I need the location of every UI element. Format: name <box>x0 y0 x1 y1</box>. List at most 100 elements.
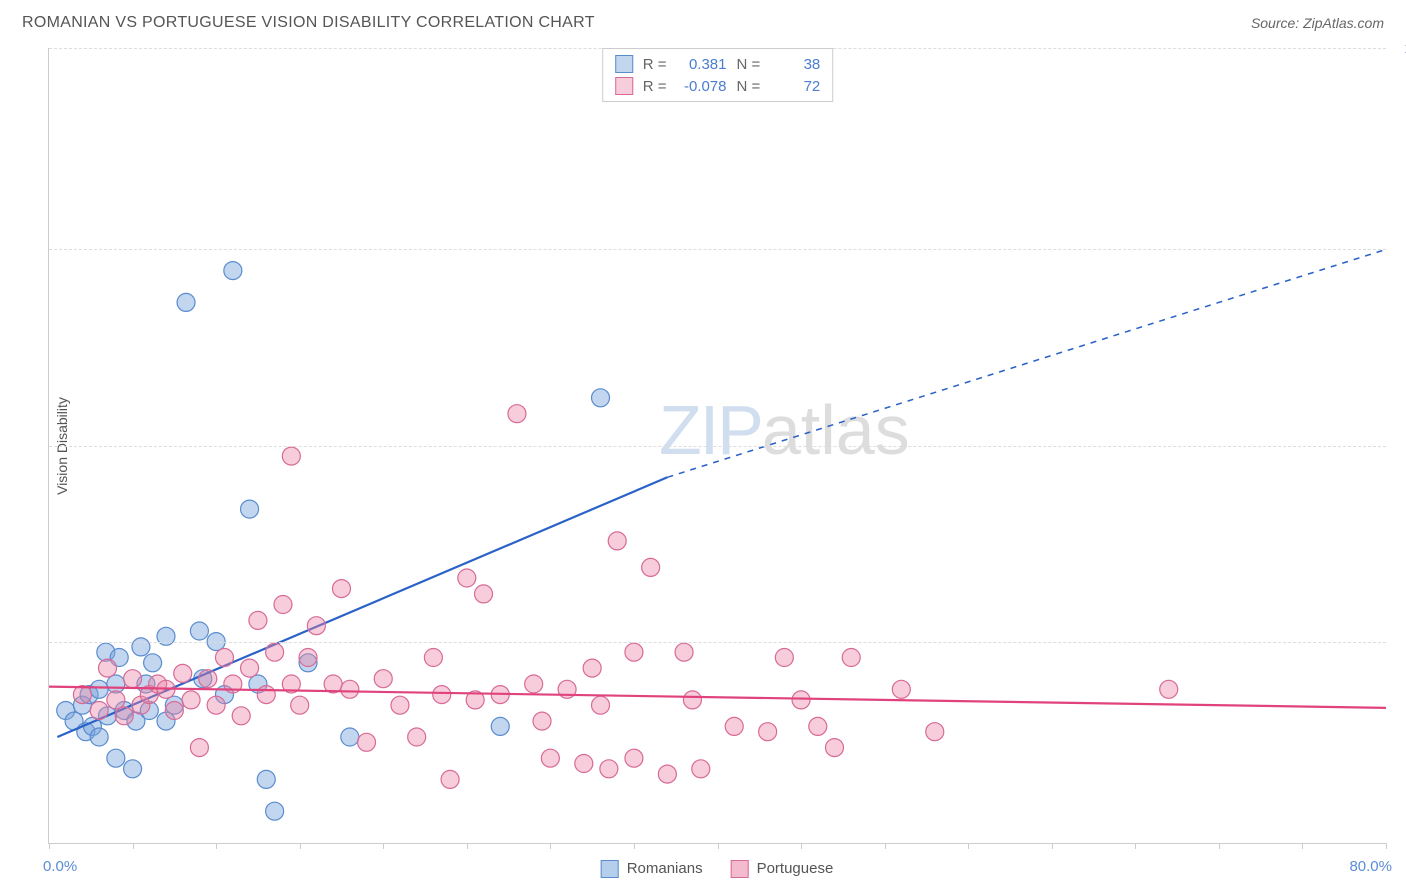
data-point <box>583 659 601 677</box>
x-tick <box>550 843 551 849</box>
data-point <box>592 696 610 714</box>
x-tick <box>885 843 886 849</box>
data-point <box>190 739 208 757</box>
data-point <box>508 405 526 423</box>
data-point <box>592 389 610 407</box>
data-point <box>274 596 292 614</box>
data-point <box>266 802 284 820</box>
data-point <box>177 293 195 311</box>
data-point <box>115 707 133 725</box>
r-value: -0.078 <box>677 78 727 95</box>
data-point <box>124 670 142 688</box>
data-point <box>792 691 810 709</box>
data-point <box>257 770 275 788</box>
n-label: N = <box>737 78 761 95</box>
data-point <box>90 728 108 746</box>
data-point <box>182 691 200 709</box>
x-tick <box>718 843 719 849</box>
trend-line <box>49 687 1386 708</box>
data-point <box>441 770 459 788</box>
data-point <box>307 617 325 635</box>
data-point <box>266 643 284 661</box>
data-point <box>491 717 509 735</box>
data-point <box>174 664 192 682</box>
legend-row: R =0.381N =38 <box>615 53 821 75</box>
x-max-label: 80.0% <box>1349 858 1392 875</box>
data-point <box>90 702 108 720</box>
chart-title: ROMANIAN VS PORTUGUESE VISION DISABILITY… <box>22 14 595 32</box>
r-value: 0.381 <box>677 56 727 73</box>
data-point <box>207 696 225 714</box>
data-point <box>600 760 618 778</box>
legend-item: Romanians <box>601 860 703 878</box>
data-point <box>408 728 426 746</box>
gridline <box>49 642 1386 643</box>
data-point <box>458 569 476 587</box>
data-point <box>541 749 559 767</box>
plot-area: Vision Disability ZIPatlas R =0.381N =38… <box>48 48 1386 844</box>
data-point <box>132 638 150 656</box>
data-point <box>525 675 543 693</box>
r-label: R = <box>643 56 667 73</box>
data-point <box>107 749 125 767</box>
data-point <box>433 686 451 704</box>
n-value: 72 <box>770 78 820 95</box>
chart-area: Vision Disability ZIPatlas R =0.381N =38… <box>48 48 1386 844</box>
data-point <box>1160 680 1178 698</box>
data-point <box>759 723 777 741</box>
x-tick <box>1219 843 1220 849</box>
data-point <box>107 675 125 693</box>
data-point <box>291 696 309 714</box>
legend-swatch <box>731 860 749 878</box>
x-tick <box>467 843 468 849</box>
data-point <box>157 627 175 645</box>
n-label: N = <box>737 56 761 73</box>
data-point <box>391 696 409 714</box>
data-point <box>165 702 183 720</box>
data-point <box>241 659 259 677</box>
data-point <box>224 262 242 280</box>
data-point <box>658 765 676 783</box>
data-point <box>249 611 267 629</box>
data-point <box>683 691 701 709</box>
data-point <box>341 680 359 698</box>
data-point <box>725 717 743 735</box>
legend-row: R =-0.078N =72 <box>615 75 821 97</box>
data-point <box>144 654 162 672</box>
data-point <box>675 643 693 661</box>
data-point <box>241 500 259 518</box>
x-tick <box>1135 843 1136 849</box>
data-point <box>842 649 860 667</box>
data-point <box>358 733 376 751</box>
data-point <box>533 712 551 730</box>
data-point <box>90 680 108 698</box>
data-point <box>98 659 116 677</box>
x-tick <box>1302 843 1303 849</box>
x-tick <box>634 843 635 849</box>
data-point <box>257 686 275 704</box>
data-point <box>424 649 442 667</box>
data-point <box>232 707 250 725</box>
data-point <box>625 643 643 661</box>
trend-line-extrapolated <box>667 249 1386 477</box>
data-point <box>608 532 626 550</box>
x-tick <box>1386 843 1387 849</box>
x-tick <box>133 843 134 849</box>
data-point <box>475 585 493 603</box>
data-point <box>107 691 125 709</box>
data-point <box>642 558 660 576</box>
data-point <box>692 760 710 778</box>
x-tick <box>1052 843 1053 849</box>
legend-swatch <box>615 55 633 73</box>
data-point <box>332 580 350 598</box>
legend-correlation: R =0.381N =38R =-0.078N =72 <box>602 48 834 102</box>
data-point <box>215 649 233 667</box>
data-point <box>926 723 944 741</box>
legend-swatch <box>601 860 619 878</box>
data-point <box>199 670 217 688</box>
x-tick <box>968 843 969 849</box>
data-point <box>809 717 827 735</box>
legend-label: Romanians <box>627 860 703 877</box>
source-label: Source: ZipAtlas.com <box>1251 15 1384 31</box>
legend-series: RomaniansPortuguese <box>601 860 834 878</box>
